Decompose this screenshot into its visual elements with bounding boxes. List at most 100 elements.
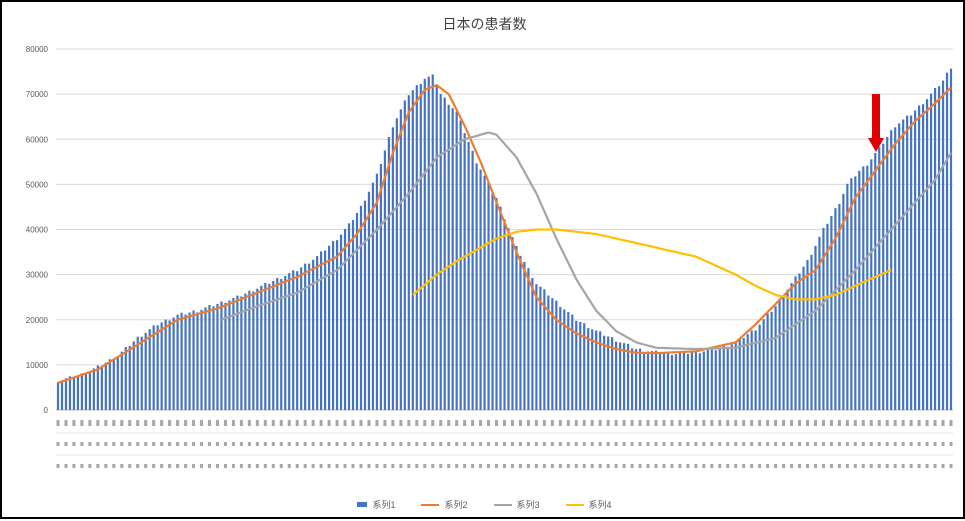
x-tick-label-glyph — [750, 464, 754, 468]
x-tick-label-glyph — [734, 464, 738, 468]
x-tick-label-glyph — [542, 464, 546, 468]
x-tick-label-glyph — [367, 442, 371, 446]
bar — [925, 99, 929, 410]
x-tick-label-glyph — [263, 464, 267, 468]
x-tick-label-glyph — [471, 464, 475, 468]
x-tick-label-glyph — [391, 464, 395, 468]
bar — [682, 351, 685, 410]
x-tick-label-glyph — [885, 420, 889, 426]
x-tick-label-glyph — [423, 420, 427, 426]
x-tick-label-glyph — [192, 420, 196, 426]
bar — [132, 341, 135, 410]
bar — [547, 295, 550, 410]
bar — [830, 215, 833, 410]
x-tick-label-glyph — [136, 442, 140, 446]
bar — [415, 85, 418, 410]
x-tick-label-glyph — [638, 420, 642, 426]
x-tick-label-glyph — [391, 442, 395, 446]
x-tick-label-glyph — [447, 464, 451, 468]
bar — [786, 289, 789, 410]
x-tick-label-glyph — [630, 464, 634, 468]
x-tick-label-glyph — [917, 420, 921, 426]
x-tick-label-glyph — [798, 464, 802, 468]
bar — [459, 120, 462, 410]
x-tick-label-glyph — [495, 420, 499, 426]
x-tick-label-glyph — [295, 442, 299, 446]
legend-item-series4: 系列4 — [565, 498, 612, 511]
bar — [104, 362, 107, 410]
bar — [910, 115, 913, 410]
x-tick-label-glyph — [176, 420, 180, 426]
x-tick-label-glyph — [510, 420, 514, 426]
bar — [563, 309, 566, 410]
x-tick-label-glyph — [510, 464, 514, 468]
x-tick-label-glyph — [335, 464, 339, 468]
x-tick-label-glyph — [853, 442, 857, 446]
bar — [599, 331, 602, 410]
x-tick-label-glyph — [694, 464, 698, 468]
bar — [320, 251, 323, 410]
x-tick-label-glyph — [455, 420, 459, 426]
bar — [431, 74, 434, 410]
x-tick-label-glyph — [917, 442, 921, 446]
bar — [156, 325, 159, 410]
x-tick-label-glyph — [471, 420, 475, 426]
legend-swatch-series4 — [565, 503, 584, 506]
bar — [487, 181, 490, 410]
x-tick-label-glyph — [885, 442, 889, 446]
x-tick-label-glyph — [192, 442, 196, 446]
bar — [770, 311, 773, 410]
bar — [383, 150, 386, 410]
x-tick-label-glyph — [120, 442, 124, 446]
x-tick-label-glyph — [263, 442, 267, 446]
x-tick-label-glyph — [367, 420, 371, 426]
x-tick-label-glyph — [885, 464, 889, 468]
bar — [642, 351, 646, 410]
legend-swatch-series3 — [493, 503, 512, 506]
bar — [224, 302, 227, 410]
x-tick-label-glyph — [941, 442, 945, 446]
bar — [463, 133, 466, 410]
x-tick-label-glyph — [215, 464, 219, 468]
x-tick-label-glyph — [319, 420, 323, 426]
bar — [292, 270, 295, 410]
legend-label-series2: 系列2 — [444, 500, 468, 510]
x-tick-label-glyph — [223, 442, 227, 446]
x-tick-label-glyph — [734, 420, 738, 426]
bar — [120, 351, 123, 410]
x-tick-label-glyph — [670, 464, 674, 468]
x-tick-label-glyph — [383, 464, 387, 468]
x-tick-label-glyph — [702, 464, 706, 468]
x-tick-label-glyph — [231, 420, 235, 426]
x-tick-label-glyph — [351, 464, 355, 468]
bar — [208, 305, 211, 410]
bar — [686, 353, 689, 410]
bar — [611, 337, 614, 410]
x-tick-label-glyph — [168, 442, 172, 446]
bar — [854, 176, 857, 410]
bar — [866, 165, 869, 410]
x-tick-label-glyph — [702, 420, 706, 426]
x-tick-label-glyph — [200, 420, 204, 426]
legend-label-series1: 系列1 — [372, 500, 396, 510]
bar — [419, 83, 422, 411]
bar — [886, 136, 889, 410]
x-tick-label-glyph — [670, 442, 674, 446]
x-tick-label-glyph — [766, 420, 770, 426]
x-tick-label-glyph — [678, 464, 682, 468]
bar — [929, 93, 933, 411]
bar — [630, 348, 634, 410]
x-tick-label-glyph — [399, 464, 403, 468]
bar — [503, 219, 506, 410]
bar — [64, 378, 68, 410]
x-tick-label-glyph — [526, 464, 530, 468]
legend-item-series2: 系列2 — [421, 498, 468, 511]
bar — [367, 191, 371, 410]
x-tick-label-glyph — [558, 442, 562, 446]
bar — [698, 353, 701, 410]
bar — [300, 267, 303, 410]
bar — [818, 236, 821, 410]
x-tick-label-glyph — [933, 442, 937, 446]
x-tick-label-glyph — [503, 420, 506, 426]
x-tick-label-glyph — [805, 420, 809, 426]
